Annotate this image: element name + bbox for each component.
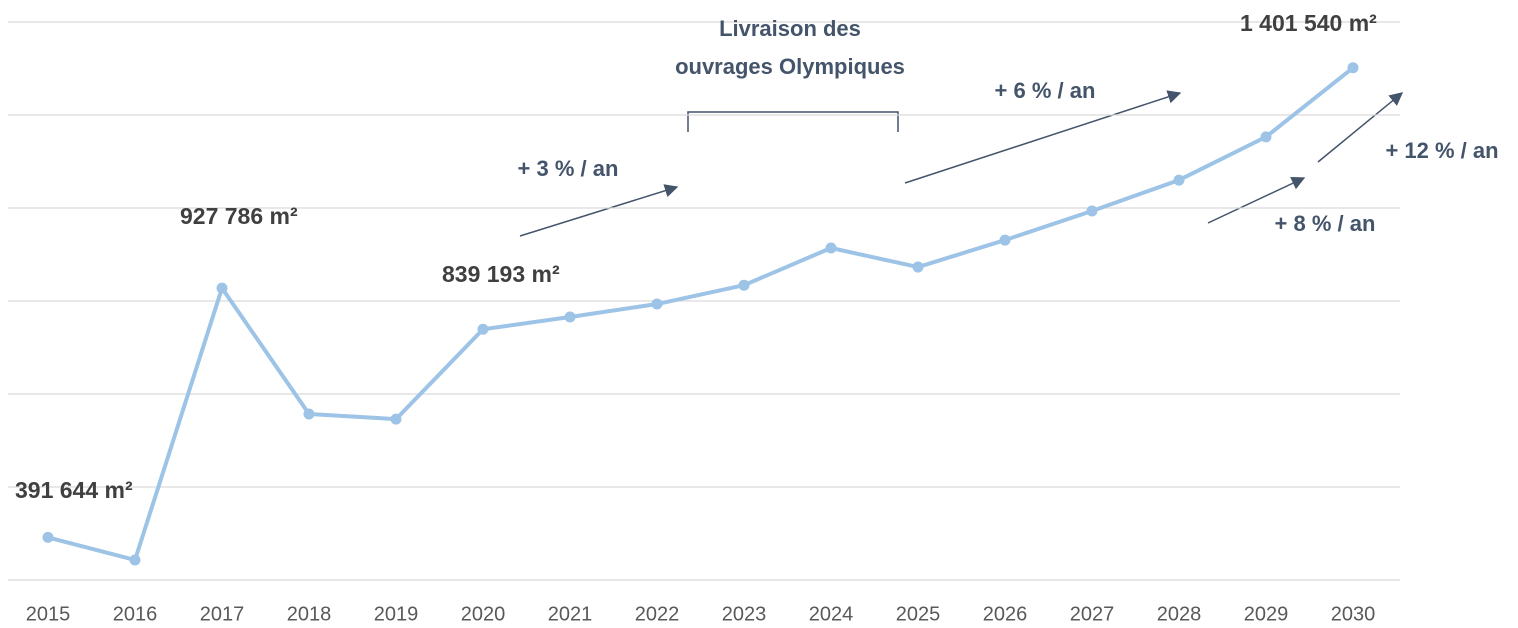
bracket [687,111,899,132]
annotation: + 6 % / an [995,78,1096,103]
arrow [1317,92,1404,163]
x-tick-label: 2025 [896,603,941,625]
point [1347,62,1359,74]
arrow [1207,177,1306,224]
x-tick-label: 2029 [1244,603,1289,625]
point [1260,131,1272,143]
annotation: Livraison des [719,16,861,41]
value-label: 927 786 m² [180,203,298,229]
x-tick-label: 2017 [200,603,245,625]
x-tick-label: 2026 [983,603,1028,625]
annotation: + 12 % / an [1385,138,1498,163]
annotation-arrows [519,90,1404,237]
x-tick-label: 2024 [809,603,854,625]
x-tick-label: 2027 [1070,603,1115,625]
point [1173,174,1185,186]
point [651,298,663,310]
point [825,242,837,254]
x-tick-label: 2023 [722,603,767,625]
x-tick-label: 2019 [374,603,419,625]
x-tick-label: 2018 [287,603,332,625]
point [738,279,750,291]
x-tick-label: 2028 [1157,603,1202,625]
point [564,311,576,323]
annotation: ouvrages Olympiques [675,54,905,79]
point [477,323,489,335]
point [999,234,1011,246]
x-tick-label: 2016 [113,603,158,625]
line [47,66,1355,563]
value-label: 839 193 m² [442,261,560,287]
point [129,554,141,566]
arrow [519,184,679,237]
x-tick-label: 2021 [548,603,593,625]
arrow [904,90,1182,184]
point [216,282,228,294]
value-label: 1 401 540 m² [1240,10,1377,36]
point [912,261,924,273]
x-tick-label: 2030 [1331,603,1376,625]
x-tick-label: 2020 [461,603,506,625]
point [42,531,54,543]
point [1086,205,1098,217]
x-tick-label: 2015 [26,603,71,625]
x-tick-label: 2022 [635,603,680,625]
point [303,408,315,420]
annotation: + 3 % / an [518,156,619,181]
point [390,413,402,425]
annotation: + 8 % / an [1275,211,1376,236]
value-label: 391 644 m² [15,477,133,503]
